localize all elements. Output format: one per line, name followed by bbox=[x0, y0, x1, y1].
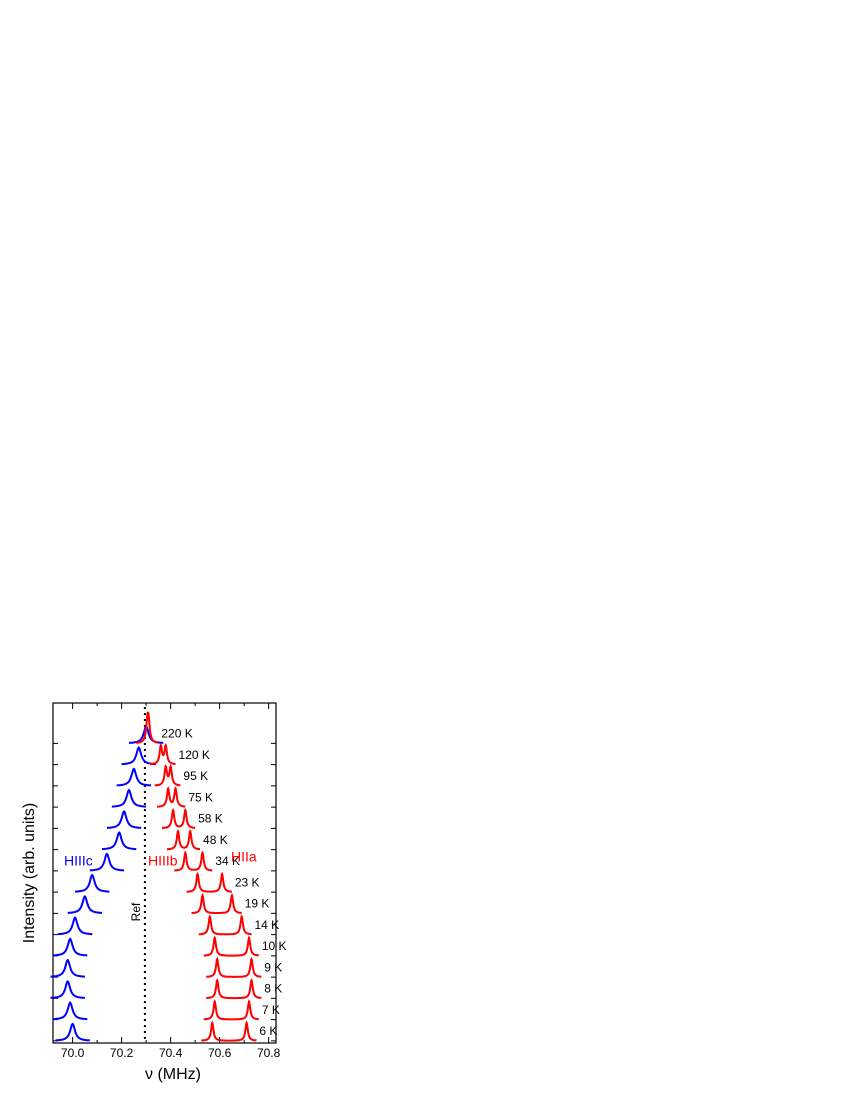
spectrum-red bbox=[136, 711, 159, 744]
component-label: HIIIb bbox=[148, 853, 178, 869]
temperature-label: 58 K bbox=[198, 812, 223, 826]
x-tick-label: 70.2 bbox=[110, 1046, 134, 1060]
temperature-label: 23 K bbox=[235, 875, 260, 889]
spectrum-hiiic bbox=[67, 895, 102, 914]
spectrum-hiiic bbox=[121, 746, 156, 766]
temperature-label: 7 K bbox=[262, 1003, 280, 1017]
spectrum-hiiic bbox=[111, 788, 147, 808]
x-tick-label: 70.6 bbox=[208, 1046, 232, 1060]
temperature-label: 9 K bbox=[264, 960, 282, 974]
component-label: HIIa bbox=[231, 849, 257, 865]
spectrum-red bbox=[154, 764, 181, 787]
spectrum-hiiic bbox=[50, 958, 85, 978]
spectrum-red bbox=[174, 850, 213, 872]
spectrum-red bbox=[149, 743, 176, 766]
temperature-label: 14 K bbox=[254, 918, 279, 932]
y-axis-title: Intensity (arb. units) bbox=[21, 803, 38, 944]
spectrum-hiiic bbox=[89, 852, 125, 872]
spectrum-hiiic bbox=[75, 873, 110, 893]
x-tick-label: 70.0 bbox=[61, 1046, 85, 1060]
spectrum-hiiic bbox=[50, 980, 85, 999]
temperature-label: 220 K bbox=[161, 727, 192, 741]
spectrum-hiiic bbox=[53, 1001, 88, 1021]
x-tick-label: 70.8 bbox=[257, 1046, 281, 1060]
spectrum-red bbox=[157, 786, 186, 808]
temperature-label: 48 K bbox=[203, 833, 228, 847]
temperature-label: 6 K bbox=[259, 1024, 277, 1038]
temperature-label: 120 K bbox=[179, 748, 210, 762]
spectrum-hiiic bbox=[57, 916, 93, 936]
temperature-label: 95 K bbox=[183, 769, 208, 783]
component-label: HIIIc bbox=[64, 853, 93, 869]
x-axis-title: ν (MHz) bbox=[145, 1066, 201, 1083]
spectrum-hiiic bbox=[102, 831, 137, 851]
spectrum-red bbox=[203, 999, 259, 1021]
spectrum-red bbox=[203, 935, 260, 957]
reference-label: Ref bbox=[129, 902, 143, 921]
spectrum-red bbox=[206, 956, 262, 978]
spectrum-red bbox=[186, 871, 232, 893]
spectrum-hiiic bbox=[53, 937, 88, 957]
spectrum-red bbox=[191, 893, 243, 914]
temperature-label: 8 K bbox=[264, 982, 282, 996]
spectrum-red bbox=[162, 808, 196, 829]
spectrum-red bbox=[201, 1020, 257, 1042]
spectrum-red bbox=[198, 914, 252, 936]
spectrum-red bbox=[167, 829, 200, 851]
spectrum-red bbox=[206, 978, 262, 1000]
temperature-label: 34 K bbox=[215, 854, 240, 868]
x-tick-label: 70.4 bbox=[159, 1046, 183, 1060]
spectrum-hiiic bbox=[55, 1022, 90, 1042]
spectrum-hiiic bbox=[106, 810, 142, 829]
temperature-label: 19 K bbox=[245, 897, 270, 911]
temperature-label: 75 K bbox=[188, 790, 213, 804]
plot-frame bbox=[52, 702, 277, 1044]
spectrum-hiiic bbox=[116, 767, 151, 787]
temperature-label: 10 K bbox=[262, 939, 287, 953]
